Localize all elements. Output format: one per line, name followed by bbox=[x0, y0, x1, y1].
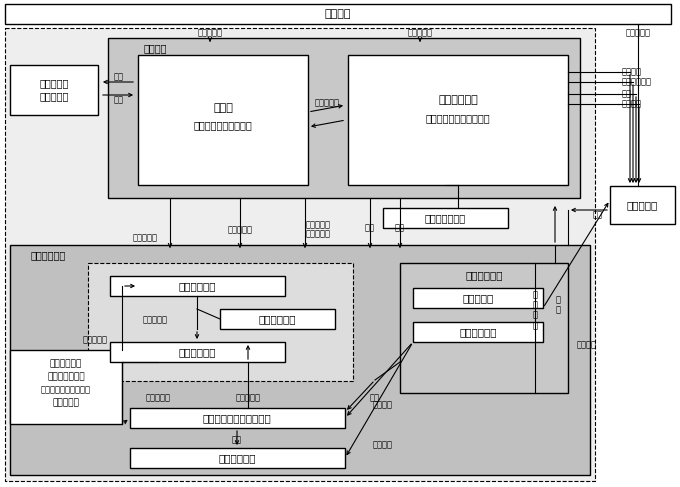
Bar bbox=[413, 322, 543, 342]
Text: 報告: 報告 bbox=[622, 90, 632, 98]
Text: 監査等委員である取締役: 監査等委員である取締役 bbox=[426, 113, 490, 123]
Text: 会計監査人: 会計監査人 bbox=[626, 200, 658, 210]
Text: 会計監査: 会計監査 bbox=[622, 68, 642, 76]
Text: 指示・監督: 指示・監督 bbox=[146, 393, 171, 402]
Text: 監査: 監査 bbox=[593, 210, 603, 220]
Text: 選任・解任: 選任・解任 bbox=[626, 29, 651, 37]
Bar bbox=[220, 309, 335, 329]
Text: グループ各社: グループ各社 bbox=[218, 453, 256, 463]
Text: 人事・報酬: 人事・報酬 bbox=[39, 78, 69, 88]
Bar bbox=[383, 208, 508, 228]
Bar bbox=[400, 263, 568, 393]
Text: 監督: 監督 bbox=[365, 224, 375, 232]
Text: 選任・解任: 選任・解任 bbox=[133, 233, 158, 243]
Text: 決定を委任: 決定を委任 bbox=[305, 229, 330, 239]
Text: 内部監査室: 内部監査室 bbox=[462, 293, 494, 303]
Text: 業務執行会議: 業務執行会議 bbox=[258, 314, 296, 324]
Bar bbox=[348, 55, 568, 185]
Text: 取締役: 取締役 bbox=[213, 103, 233, 113]
Text: 指示: 指示 bbox=[370, 393, 380, 402]
Text: 報
告: 報 告 bbox=[556, 295, 560, 315]
Bar bbox=[108, 38, 580, 198]
Text: 内部監査: 内部監査 bbox=[373, 400, 393, 410]
Text: 本店、支社、発電所　等: 本店、支社、発電所 等 bbox=[203, 413, 271, 423]
Text: 取締役会: 取締役会 bbox=[143, 43, 167, 53]
Text: 情報連携: 情報連携 bbox=[622, 99, 642, 109]
Text: 監査等委員会室: 監査等委員会室 bbox=[424, 213, 466, 223]
Bar bbox=[5, 28, 595, 481]
Text: 相当性の判断: 相当性の判断 bbox=[622, 77, 652, 87]
Text: 監査・監督: 監査・監督 bbox=[314, 98, 339, 108]
Bar bbox=[130, 408, 345, 428]
Text: 選任・解任: 選任・解任 bbox=[407, 29, 432, 37]
Text: 諮問委員会: 諮問委員会 bbox=[39, 91, 69, 101]
Text: 株主総会: 株主総会 bbox=[325, 9, 352, 19]
Bar bbox=[413, 288, 543, 308]
Text: 社長執行役員: 社長執行役員 bbox=[178, 281, 216, 291]
Text: 環境委員会: 環境委員会 bbox=[52, 398, 80, 408]
Text: 監査: 監査 bbox=[395, 224, 405, 232]
Text: 諮問: 諮問 bbox=[114, 73, 124, 81]
Bar bbox=[10, 245, 590, 475]
Text: 付議・報告: 付議・報告 bbox=[82, 336, 107, 344]
Bar bbox=[88, 263, 353, 381]
Bar bbox=[610, 186, 675, 224]
Text: リスクに関する委員会: リスクに関する委員会 bbox=[41, 386, 91, 394]
Text: 指示・監督: 指示・監督 bbox=[143, 316, 167, 324]
Bar bbox=[130, 448, 345, 468]
Text: 付議・報告: 付議・報告 bbox=[228, 225, 252, 235]
Text: 原子力監査室: 原子力監査室 bbox=[459, 327, 497, 337]
Bar bbox=[110, 342, 285, 362]
Text: 情報連携: 情報連携 bbox=[577, 340, 597, 350]
Text: 内部監査部門: 内部監査部門 bbox=[465, 270, 503, 280]
Bar bbox=[110, 276, 285, 296]
Text: 付議・報告: 付議・報告 bbox=[235, 393, 260, 402]
Text: 監査等委員会: 監査等委員会 bbox=[438, 95, 478, 105]
Text: 内部監査: 内部監査 bbox=[373, 441, 393, 450]
Text: （監査等委員を除く）: （監査等委員を除く） bbox=[194, 120, 252, 130]
Text: 統制: 統制 bbox=[232, 435, 242, 445]
Bar bbox=[5, 4, 671, 24]
Text: 企業倫理委員会: 企業倫理委員会 bbox=[47, 373, 85, 381]
Text: 選任・解任: 選任・解任 bbox=[197, 29, 222, 37]
Text: 業務執行体制: 業務執行体制 bbox=[31, 250, 66, 260]
Bar bbox=[10, 65, 98, 115]
Text: ＣＳＲ委員会: ＣＳＲ委員会 bbox=[50, 359, 82, 369]
Bar bbox=[10, 350, 122, 424]
Bar bbox=[138, 55, 308, 185]
Text: 役付執行役員: 役付執行役員 bbox=[178, 347, 216, 357]
Text: 業務執行の: 業務執行の bbox=[305, 221, 330, 229]
Text: 答申: 答申 bbox=[114, 95, 124, 105]
Text: 情
報
連
携: 情 報 連 携 bbox=[532, 290, 537, 330]
